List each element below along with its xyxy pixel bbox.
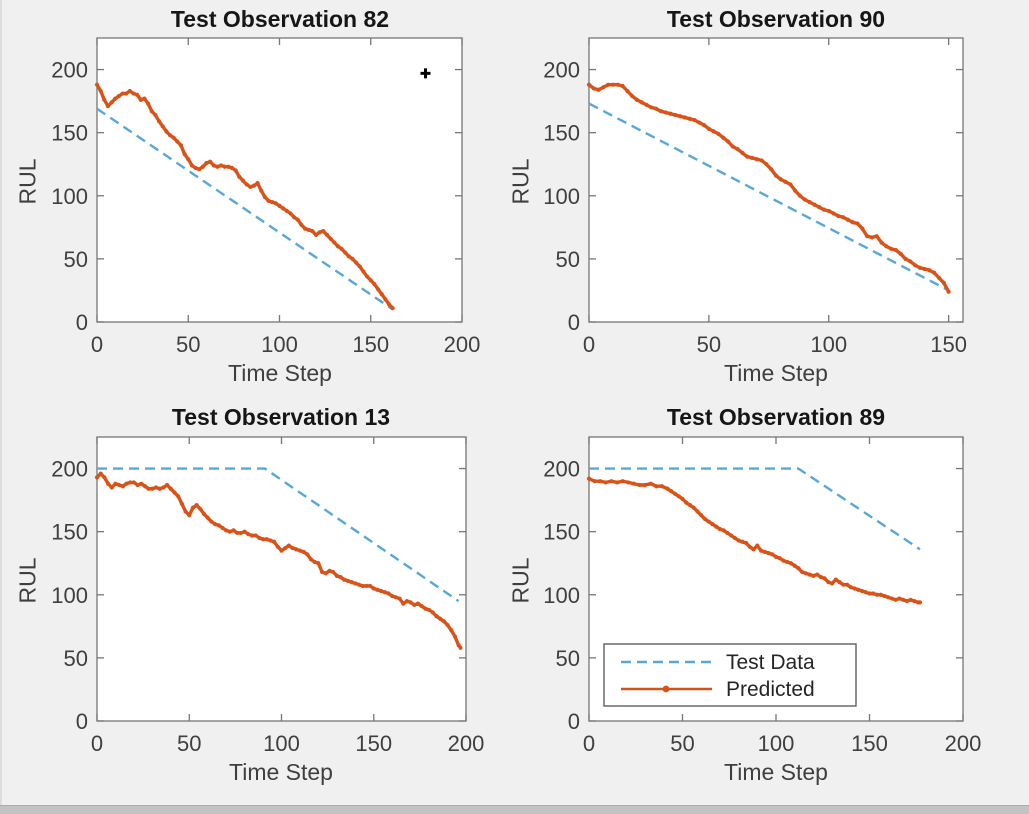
- y-tick-label: 100: [543, 583, 580, 608]
- subplot2-test-observation-90: 0 50 100 150 0 50 100 150 200: [543, 37, 967, 357]
- y-tick-label: 150: [543, 121, 580, 146]
- y-tick-label: 0: [568, 709, 580, 734]
- x-tick-label: 200: [448, 731, 485, 756]
- x-tick-label: 50: [697, 332, 721, 357]
- test-data-line: [96, 107, 394, 311]
- test-data-line: [588, 102, 950, 292]
- x-tick-label: 100: [758, 731, 795, 756]
- window-edge-bottom: [0, 805, 1029, 814]
- y-tick-label: 50: [64, 646, 88, 671]
- x-tick-label: 150: [355, 731, 392, 756]
- x-tick-label: 100: [261, 332, 298, 357]
- y-tick-label: 150: [543, 520, 580, 545]
- legend: Test Data Predicted: [603, 643, 857, 707]
- subplot2-title: Test Observation 90: [666, 6, 886, 32]
- x-tick-label: 0: [91, 332, 103, 357]
- y-tick-label: 100: [51, 583, 88, 608]
- subplot4-title: Test Observation 89: [666, 404, 886, 430]
- cursor-plus-marker: [420, 68, 431, 79]
- y-tick-label: 0: [76, 709, 88, 734]
- y-tick-label: 200: [51, 58, 88, 83]
- test-data-line: [97, 467, 460, 603]
- x-tick-label: 50: [176, 332, 200, 357]
- plot-area: [96, 37, 463, 323]
- x-tick-label: 50: [670, 731, 694, 756]
- y-tick-label: 100: [51, 184, 88, 209]
- subplot1-test-observation-82: 0 50 100 150 200 0 50 100 150 200: [51, 37, 480, 357]
- y-tick-label: 50: [64, 247, 88, 272]
- predicted-line-markers: [94, 82, 395, 311]
- axis-ticks: 0 50 100 150 200 0 50 100 150 200: [543, 437, 981, 756]
- y-tick-label: 100: [543, 184, 580, 209]
- x-tick-label: 200: [945, 731, 982, 756]
- x-tick-label: 100: [810, 332, 847, 357]
- predicted-line: [95, 82, 395, 310]
- y-tick-label: 50: [556, 247, 580, 272]
- y-tick-label: 200: [543, 457, 580, 482]
- y-tick-label: 150: [51, 121, 88, 146]
- y-tick-label: 150: [51, 520, 88, 545]
- legend-predicted-label: Predicted: [726, 678, 815, 701]
- predicted-line: [587, 82, 951, 294]
- axis-ticks: 0 50 100 150 200 0 50 100 150 200: [51, 437, 484, 756]
- subplot3-test-observation-13: 0 50 100 150 200 0 50 100 150 200: [51, 436, 484, 756]
- subplot4-test-observation-89: 0 50 100 150 200 0 50 100 150 200 Test Data Predict…: [543, 436, 981, 756]
- y-tick-label: 50: [556, 646, 580, 671]
- subplot4-xlabel: Time Step: [724, 759, 828, 785]
- plot-area: [96, 436, 467, 722]
- legend-predicted-marker: [662, 685, 670, 693]
- x-tick-label: 150: [851, 731, 888, 756]
- y-tick-label: 0: [76, 310, 88, 335]
- x-tick-label: 0: [583, 332, 595, 357]
- predicted-line-markers: [586, 82, 951, 294]
- window-edge-left: [0, 0, 2, 814]
- predicted-line-markers: [94, 471, 463, 650]
- x-tick-label: 150: [352, 332, 389, 357]
- y-tick-label: 0: [568, 310, 580, 335]
- x-tick-label: 0: [91, 731, 103, 756]
- y-tick-label: 200: [543, 58, 580, 83]
- subplot1-title: Test Observation 82: [170, 6, 390, 32]
- test-data-line: [589, 467, 921, 551]
- subplot1-xlabel: Time Step: [228, 360, 332, 386]
- y-tick-label: 200: [51, 457, 88, 482]
- axis-ticks: 0 50 100 150 200 0 50 100 150 200: [51, 38, 480, 357]
- plot-area: [588, 37, 964, 323]
- x-tick-label: 100: [263, 731, 300, 756]
- subplot2-xlabel: Time Step: [724, 360, 828, 386]
- x-tick-label: 50: [177, 731, 201, 756]
- x-tick-label: 0: [583, 731, 595, 756]
- legend-test-data-label: Test Data: [726, 651, 815, 674]
- x-tick-label: 200: [444, 332, 481, 357]
- x-tick-label: 150: [930, 332, 967, 357]
- predicted-line-markers: [586, 476, 923, 605]
- legend-box: [603, 643, 857, 707]
- subplot3-xlabel: Time Step: [229, 759, 333, 785]
- axis-ticks: 0 50 100 150 0 50 100 150 200: [543, 38, 967, 357]
- subplot3-title: Test Observation 13: [171, 404, 391, 430]
